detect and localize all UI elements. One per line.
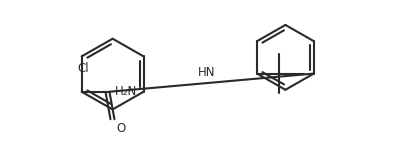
Text: H₂N: H₂N (115, 85, 138, 98)
Text: O: O (116, 122, 126, 135)
Text: HN: HN (198, 66, 215, 79)
Text: Cl: Cl (78, 62, 90, 75)
